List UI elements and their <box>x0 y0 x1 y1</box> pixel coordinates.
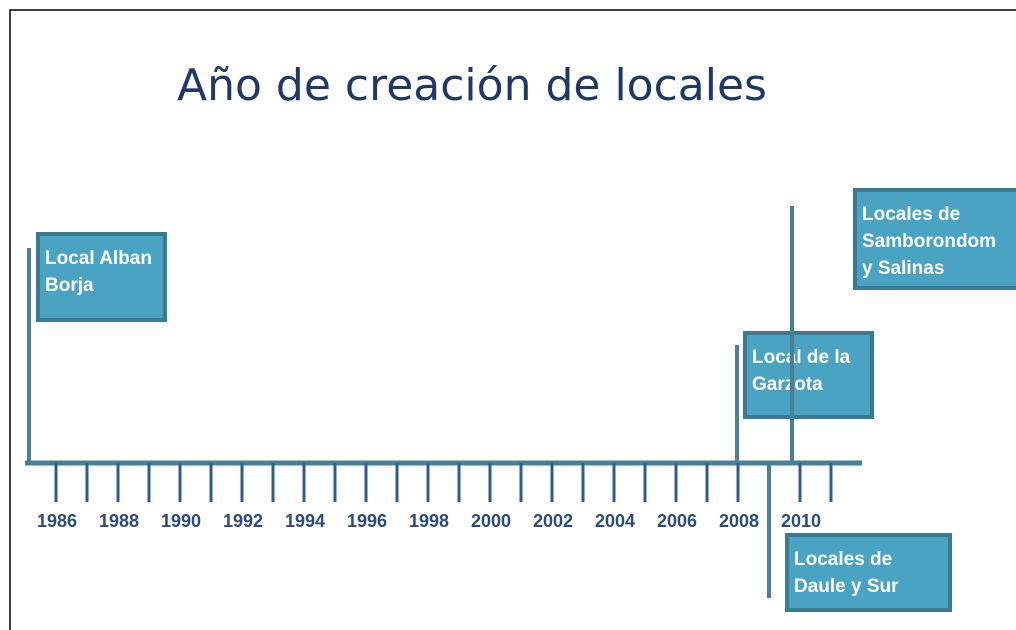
event-label: Samborondom <box>862 231 996 252</box>
event-label: y Salinas <box>862 258 944 279</box>
year-label: 1986 <box>37 511 77 531</box>
event-label: Daule y Sur <box>794 576 899 597</box>
year-label: 2002 <box>533 511 573 531</box>
year-label: 2008 <box>719 511 759 531</box>
year-label: 2000 <box>471 511 511 531</box>
year-label: 1994 <box>285 511 325 531</box>
event-label: Local de la <box>752 347 851 368</box>
event-box <box>785 533 952 612</box>
year-label: 2004 <box>595 511 635 531</box>
event-label: Locales de <box>794 549 892 570</box>
event-label: Locales de <box>862 204 960 225</box>
event-box <box>36 232 167 322</box>
title: Año de creación de locales <box>177 60 767 111</box>
year-label: 1992 <box>223 511 263 531</box>
year-label: 1988 <box>99 511 139 531</box>
year-label: 1996 <box>347 511 387 531</box>
event-label: Garzota <box>752 374 823 395</box>
event-box <box>853 188 1016 290</box>
year-label: 1998 <box>409 511 449 531</box>
event-box <box>743 331 874 419</box>
year-label: 1990 <box>161 511 201 531</box>
year-label: 2006 <box>657 511 697 531</box>
event-label: Borja <box>45 275 94 296</box>
event-label: Local Alban <box>45 248 152 269</box>
slide-border <box>9 9 1016 630</box>
year-label: 2010 <box>781 511 821 531</box>
